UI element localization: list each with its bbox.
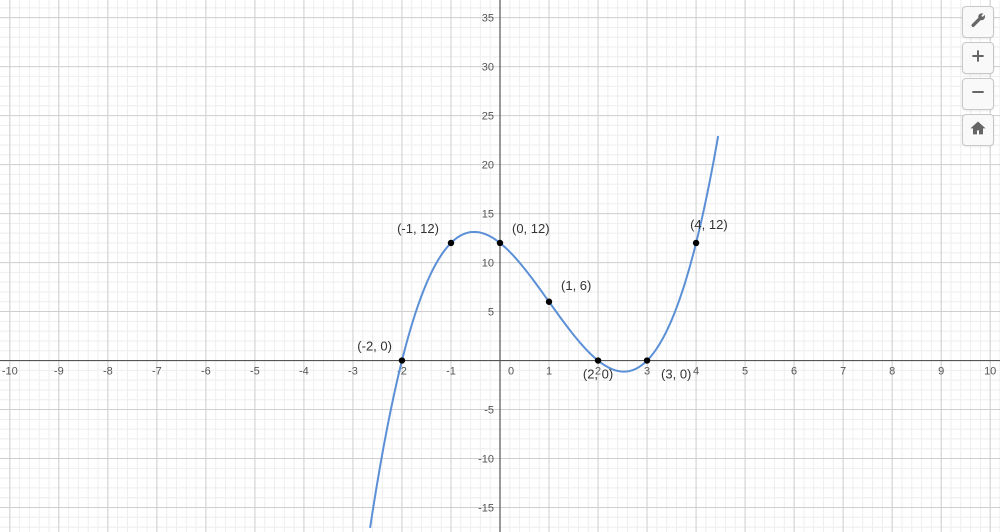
y-tick-label: 10 <box>482 258 494 270</box>
y-tick-label: 25 <box>482 111 494 123</box>
home-icon <box>970 120 986 141</box>
wrench-icon <box>970 12 986 33</box>
data-point[interactable] <box>497 240 503 246</box>
home-button[interactable] <box>962 114 994 146</box>
y-tick-label: -15 <box>478 503 494 515</box>
x-tick-label: 9 <box>938 366 944 378</box>
x-tick-label: 1 <box>546 366 552 378</box>
y-tick-label: 20 <box>482 160 494 172</box>
graph-canvas[interactable]: -10-9-8-7-6-5-4-3-2-1012345678910-15-10-… <box>0 0 1000 532</box>
point-label: (1, 6) <box>561 278 591 293</box>
data-point[interactable] <box>546 299 552 305</box>
x-tick-label: -6 <box>201 366 211 378</box>
x-tick-label: -1 <box>446 366 456 378</box>
plus-icon <box>970 48 986 69</box>
x-tick-label: 4 <box>693 366 699 378</box>
zoom-in-button[interactable] <box>962 42 994 74</box>
data-point[interactable] <box>399 357 405 363</box>
point-label: (2, 0) <box>583 367 613 382</box>
x-tick-label: -8 <box>103 366 113 378</box>
x-tick-label: 0 <box>508 366 514 378</box>
x-tick-label: 6 <box>791 366 797 378</box>
function-curve <box>370 136 718 528</box>
x-tick-label: -3 <box>348 366 358 378</box>
zoom-out-button[interactable] <box>962 78 994 110</box>
x-tick-label: 7 <box>840 366 846 378</box>
y-tick-label: 15 <box>482 209 494 221</box>
settings-button[interactable] <box>962 6 994 38</box>
point-label: (-2, 0) <box>357 339 392 354</box>
y-tick-label: -5 <box>484 405 494 417</box>
y-tick-label: 30 <box>482 62 494 74</box>
y-tick-label: -10 <box>478 454 494 466</box>
y-tick-label: 35 <box>482 13 494 25</box>
minus-icon <box>970 84 986 105</box>
x-tick-label: -5 <box>250 366 260 378</box>
graph-toolbar <box>962 6 994 146</box>
point-label: (4, 12) <box>690 217 728 232</box>
x-tick-label: -10 <box>2 366 18 378</box>
y-tick-label: 5 <box>488 307 494 319</box>
point-label: (3, 0) <box>661 367 691 382</box>
data-point[interactable] <box>448 240 454 246</box>
x-tick-label: 3 <box>644 366 650 378</box>
x-tick-label: -4 <box>299 366 309 378</box>
data-point[interactable] <box>595 357 601 363</box>
point-label: (0, 12) <box>512 221 550 236</box>
data-point[interactable] <box>644 357 650 363</box>
x-tick-label: 8 <box>889 366 895 378</box>
data-point[interactable] <box>693 240 699 246</box>
x-tick-label: -9 <box>54 366 64 378</box>
x-tick-label: 10 <box>984 366 996 378</box>
x-tick-label: 5 <box>742 366 748 378</box>
point-label: (-1, 12) <box>397 221 439 236</box>
x-tick-label: -7 <box>152 366 162 378</box>
